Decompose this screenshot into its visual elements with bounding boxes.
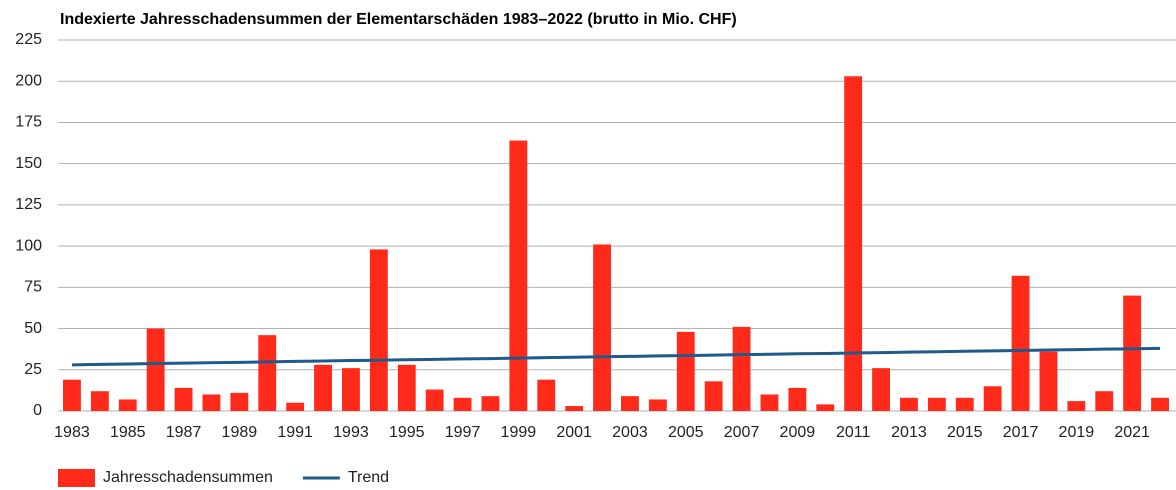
- bar: [174, 387, 193, 411]
- x-tick-label: 2017: [1003, 424, 1039, 441]
- y-tick-label: 100: [15, 237, 42, 254]
- bar: [927, 397, 946, 411]
- bar: [704, 381, 723, 411]
- x-tick-label: 1991: [277, 424, 313, 441]
- bar: [1039, 351, 1058, 411]
- x-tick-label: 2005: [668, 424, 704, 441]
- bar: [1095, 391, 1114, 411]
- bar: [732, 326, 751, 411]
- y-tick-label: 75: [24, 279, 42, 296]
- bar: [230, 392, 249, 411]
- bar: [788, 387, 807, 411]
- bar: [593, 244, 611, 411]
- bar: [342, 368, 360, 411]
- y-tick-label: 175: [15, 114, 42, 131]
- bar: [816, 404, 835, 411]
- bar: [760, 394, 779, 411]
- bar: [900, 397, 918, 411]
- legend-label: Trend: [348, 469, 389, 486]
- bar: [258, 335, 277, 411]
- bar: [453, 397, 472, 411]
- x-tick-label: 1989: [222, 424, 258, 441]
- x-tick-label: 2015: [947, 424, 983, 441]
- bar: [90, 391, 109, 411]
- x-tick-label: 2011: [836, 424, 871, 441]
- x-tick-label: 1987: [166, 424, 202, 441]
- bar: [955, 397, 974, 411]
- bar: [118, 399, 137, 411]
- y-tick-label: 150: [15, 155, 42, 172]
- bar: [676, 331, 695, 411]
- legend-swatch: [58, 469, 95, 487]
- bar: [537, 379, 556, 411]
- legend-label: Jahresschadensummen: [103, 469, 273, 486]
- bar: [648, 399, 667, 411]
- x-tick-label: 2001: [556, 424, 592, 441]
- bar: [983, 386, 1002, 411]
- x-tick-label: 2007: [724, 424, 760, 441]
- bar: [397, 364, 416, 411]
- bar: [509, 140, 528, 412]
- bar: [844, 76, 863, 411]
- y-tick-label: 225: [15, 31, 42, 48]
- x-tick-label: 1993: [333, 424, 369, 441]
- chart-title: Indexierte Jahresschadensummen der Eleme…: [60, 11, 737, 28]
- bar: [1123, 295, 1142, 411]
- x-tick-label: 1983: [54, 424, 90, 441]
- bar: [146, 328, 165, 411]
- bar: [63, 379, 81, 411]
- x-tick-label: 1999: [501, 424, 537, 441]
- x-tick-label: 2009: [780, 424, 816, 441]
- x-tick-label: 2021: [1114, 424, 1150, 441]
- bar: [481, 396, 500, 411]
- bar: [1067, 401, 1086, 411]
- bar: [202, 394, 221, 411]
- bar: [621, 396, 639, 411]
- bar: [286, 402, 305, 411]
- trend-line: [71, 346, 1161, 367]
- bar: [872, 368, 890, 411]
- y-tick-label: 125: [15, 196, 42, 213]
- y-tick-label: 50: [24, 320, 42, 337]
- y-tick-label: 25: [24, 361, 42, 378]
- y-tick-label: 200: [15, 72, 42, 89]
- x-tick-label: 2013: [891, 424, 927, 441]
- x-tick-label: 2019: [1059, 424, 1095, 441]
- x-tick-label: 2003: [612, 424, 648, 441]
- bar: [425, 389, 444, 411]
- bar: [1011, 275, 1030, 411]
- x-tick-label: 1995: [389, 424, 425, 441]
- x-tick-label: 1985: [110, 424, 146, 441]
- bar: [1151, 397, 1169, 411]
- x-tick-label: 1997: [445, 424, 481, 441]
- y-tick-label: 0: [33, 402, 42, 419]
- bar: [314, 364, 332, 411]
- bar: [565, 406, 584, 411]
- bar: [369, 249, 388, 411]
